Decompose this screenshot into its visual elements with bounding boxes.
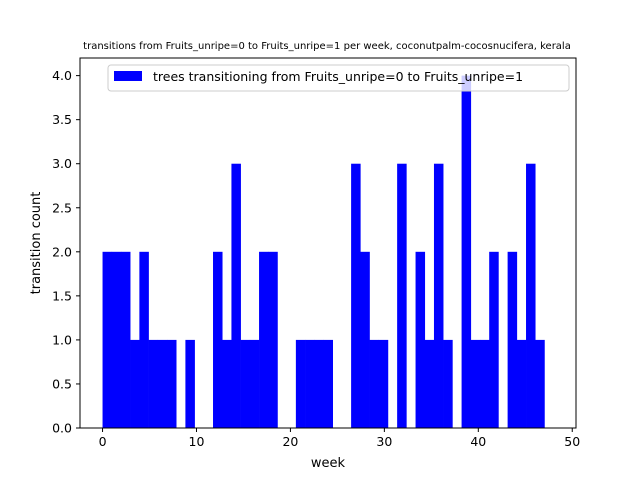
bar [507,251,518,428]
y-tick-label: 0.0 [52,421,72,436]
y-tick-label: 0.5 [52,376,72,391]
bar [360,251,370,428]
bar [397,163,407,428]
x-axis-ticks: 0 10 20 30 40 50 [99,428,580,449]
y-tick-label: 4.0 [52,68,72,83]
x-tick-label: 50 [564,434,580,449]
legend-swatch [114,71,142,81]
x-tick-label: 10 [189,434,205,449]
bar [314,339,324,428]
bar [305,339,315,428]
bar [111,251,122,428]
bar [378,339,389,428]
x-tick-label: 0 [99,434,107,449]
y-tick-label: 1.0 [52,332,72,347]
bar [240,339,251,428]
y-tick-label: 3.5 [52,112,72,127]
bar [268,251,278,428]
y-tick-label: 3.0 [52,156,72,171]
bar [185,339,195,428]
y-axis-ticks: 0.0 0.5 1.0 1.5 2.0 2.5 3.0 3.5 4.0 [52,68,80,436]
bar [369,339,380,428]
bar [102,251,113,428]
y-axis-label: transition count [29,192,44,295]
bar [433,163,444,428]
legend-label: trees transitioning from Fruits_unripe=0… [153,69,523,84]
bar [213,251,223,428]
bar [130,339,140,428]
x-axis-label: week [311,456,346,471]
bar [139,251,149,428]
bar [259,251,269,428]
bar [148,339,159,428]
plot-frame [79,57,577,429]
x-tick-label: 40 [470,434,486,449]
y-tick-label: 1.5 [52,288,72,303]
bar [443,339,453,428]
chart-title: transitions from Fruits_unripe=0 to Frui… [83,41,571,52]
x-tick-label: 30 [376,434,392,449]
x-tick-label: 20 [282,434,298,449]
legend: trees transitioning from Fruits_unripe=0… [107,64,570,92]
bar [415,251,426,428]
bar [535,339,545,428]
bar [120,251,131,428]
y-tick-label: 2.0 [52,244,72,259]
bar [489,251,499,428]
bar [166,339,177,428]
bar [424,339,435,428]
bar [249,339,260,428]
bar [461,75,472,428]
bar [222,339,232,428]
bar [323,339,333,428]
legend-box [107,64,570,92]
bar [295,339,306,428]
bar [470,339,481,428]
bar [231,163,241,428]
y-tick-label: 2.5 [52,200,72,215]
bar [351,163,361,428]
bar [526,163,536,428]
bars [102,75,545,428]
bar [157,339,168,428]
bar [516,339,527,428]
bar [479,339,490,428]
